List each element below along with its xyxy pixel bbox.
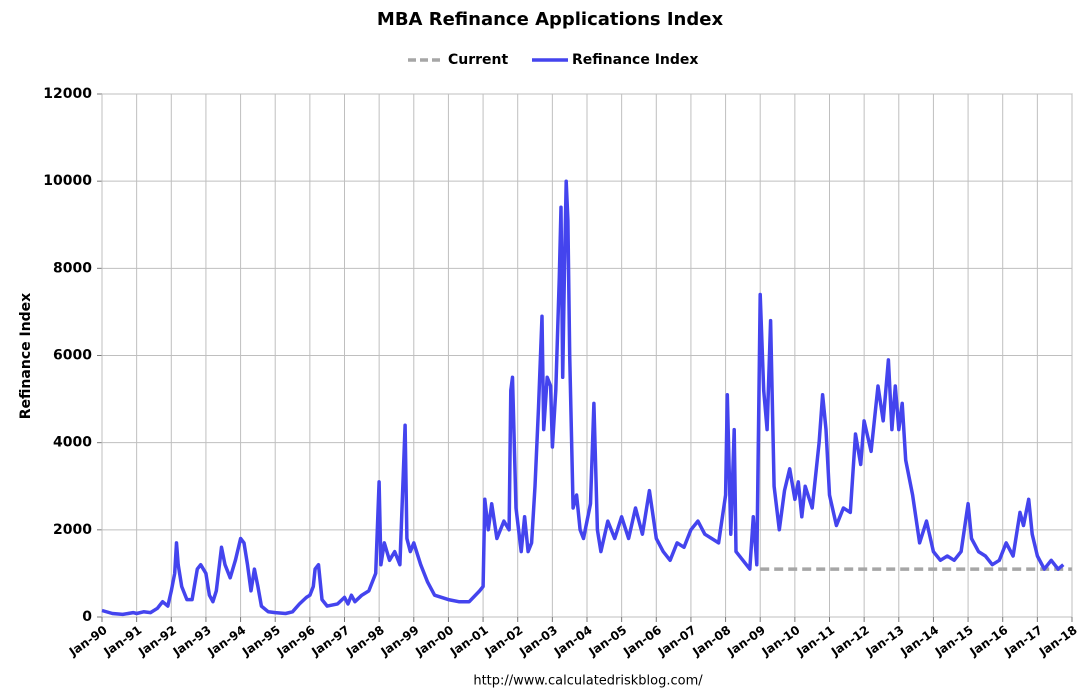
x-tick-label: Jan-17 <box>1001 623 1045 660</box>
legend-label: Current <box>448 52 509 68</box>
x-tick-label: Jan-08 <box>689 623 733 660</box>
x-tick-label: Jan-06 <box>620 623 664 660</box>
y-tick-label: 2000 <box>53 522 92 538</box>
x-tick-label: Jan-13 <box>863 623 907 660</box>
data-line <box>101 179 1065 617</box>
y-tick-label: 12000 <box>43 86 92 102</box>
x-tick-label: Jan-90 <box>66 623 110 660</box>
x-tick-label: Jan-09 <box>724 623 768 660</box>
x-tick-label: Jan-15 <box>932 623 976 660</box>
x-tick-label: Jan-02 <box>482 623 526 660</box>
x-tick-label: Jan-98 <box>343 623 387 660</box>
x-tick-label: Jan-03 <box>516 623 560 660</box>
x-tick-label: Jan-91 <box>100 623 144 660</box>
x-tick-label: Jan-93 <box>170 623 214 660</box>
x-tick-label: Jan-04 <box>551 623 595 660</box>
x-tick-label: Jan-97 <box>308 623 352 660</box>
x-tick-label: Jan-01 <box>447 623 491 660</box>
x-tick-label: Jan-11 <box>793 623 837 660</box>
x-tick-label: Jan-92 <box>135 623 179 660</box>
x-tick-label: Jan-95 <box>239 623 283 660</box>
x-tick-label: Jan-99 <box>378 623 422 660</box>
x-tick-label: Jan-07 <box>655 623 699 660</box>
x-tick-label: Jan-94 <box>204 623 248 660</box>
x-tick-label: Jan-12 <box>828 623 872 660</box>
y-tick-label: 0 <box>82 609 92 625</box>
x-tick-label: Jan-05 <box>585 623 629 660</box>
y-axis-label: Refinance Index <box>18 293 34 419</box>
x-tick-label: Jan-00 <box>412 623 456 660</box>
x-tick-label: Jan-10 <box>759 623 803 660</box>
y-tick-label: 8000 <box>53 260 92 276</box>
x-tick-label: Jan-96 <box>274 623 318 660</box>
x-tick-label: Jan-16 <box>967 623 1011 660</box>
x-tick-label: Jan-14 <box>897 623 941 660</box>
chart-title: MBA Refinance Applications Index <box>377 9 724 30</box>
source: http://www.calculatedriskblog.com/ <box>473 674 703 689</box>
y-tick-label: 10000 <box>43 173 92 189</box>
x-tick-label: Jan-18 <box>1036 623 1080 660</box>
y-tick-label: 6000 <box>53 348 92 364</box>
legend-label: Refinance Index <box>572 52 698 68</box>
y-tick-label: 4000 <box>53 435 92 451</box>
